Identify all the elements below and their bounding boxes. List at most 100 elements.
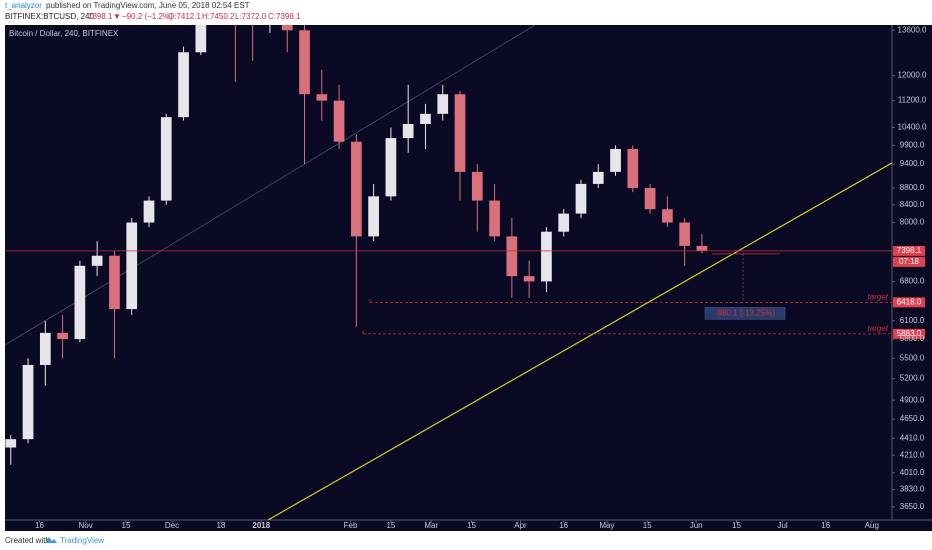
last-price-label: 7398.1 [897,246,922,255]
candle-body [368,196,379,237]
target-box [893,297,925,308]
candle-body [471,171,483,201]
candle-body [22,364,34,440]
candle-body [627,149,639,189]
x-tick-label: Feb [344,521,358,530]
price-axis [892,25,932,520]
arrow: ▼ [113,12,121,21]
candle-body [178,52,189,118]
target-label: 5883.0 [897,329,922,338]
author[interactable]: t_analyzor [5,1,42,10]
y-tick-label: 9400.0 [900,159,925,168]
y-tick-label: 11200.0 [898,96,927,105]
candle-body [506,236,518,277]
candle-body [109,255,120,310]
candle-body [454,94,466,172]
candle-body [333,100,345,142]
drawings [5,25,892,520]
candle-body [662,209,673,223]
x-tick-label: Jul [777,521,787,530]
x-tick-label: 2018 [252,521,270,530]
target-text: target [868,324,889,333]
y-tick-label: 5800.0 [900,334,925,343]
candle-body [160,117,172,201]
candle-body [575,183,587,214]
y-tick-label: 6800.0 [900,277,925,286]
y-tick-label: 4210.0 [900,450,925,459]
x-tick-label: 16 [821,521,830,530]
footer-brand[interactable]: TradingView [60,536,104,545]
y-tick-label: 4650.0 [900,414,925,423]
x-tick-label: 16 [559,521,568,530]
candle-body [91,255,103,266]
candle-body [402,124,414,139]
candle-body [299,30,310,95]
x-tick-label: Apr [514,521,527,530]
published: published on TradingView.com, June 05, 2… [46,1,250,10]
y-tick-label: 13600.0 [898,25,927,34]
target-text: target [868,292,889,301]
x-tick-label: Dec [165,521,179,530]
x-tick-label: 15 [643,521,652,530]
y-tick-label: 3830.0 [900,485,925,494]
chart-title: Bitcoin / Dollar, 240, BITFINEX [9,29,119,38]
candles [5,25,708,465]
measure-label: -980.1 (-13.25%) [715,308,775,317]
y-tick-label: 12000.0 [898,71,927,80]
low: L:7372.0 [235,12,267,21]
countdown: 07:18 [899,257,920,266]
target-box [893,328,925,339]
candle-body [281,25,293,31]
candle-body [420,113,431,125]
x-tick-label: 15 [122,521,131,530]
candle-body [437,94,449,114]
candle-body [126,222,138,310]
y-tick-label: 8800.0 [900,183,925,192]
high: H:7450.2 [202,12,235,21]
change: −90.2 (−1.2%) [122,12,173,21]
candle-body [558,213,570,232]
y-tick-label: 4900.0 [900,395,925,404]
target-label: 6418.0 [897,297,922,306]
candle-body [316,94,328,101]
x-tick-label: Mar [424,521,438,530]
x-tick-label: 18 [217,521,226,530]
candle-body [74,265,86,340]
measure-box [704,307,786,320]
candle-body [592,171,604,184]
x-tick-label: Aug [865,521,879,530]
y-tick-label: 4010.0 [900,468,925,477]
logo [45,537,57,543]
x-tick-label: May [599,521,614,530]
x-tick-label: Jun [690,521,703,530]
footer-created: Created with [5,536,50,545]
y-tick-label: 9900.0 [900,140,925,149]
candle-body [523,276,535,282]
candle-body [541,231,552,282]
channel-line [5,25,536,346]
y-tick-label: 8000.0 [900,218,925,227]
x-tick-label: 16 [35,521,44,530]
y-tick-label: 10400.0 [898,123,927,132]
candle-body [5,439,17,448]
y-tick-label: 8400.0 [900,200,925,209]
y-tick-label: 4410.0 [900,433,925,442]
y-tick-label: 5200.0 [900,374,925,383]
price: 7398.1 [88,12,113,21]
candle-body [679,222,691,246]
y-tick-label: 3650.0 [900,502,925,511]
symbol-row: BITFINEX:BTCUSD, 240 7398.1 ▼ −90.2 (−1.… [5,12,301,21]
last-price-box [893,245,925,256]
candle-body [644,188,656,210]
symbol: BITFINEX:BTCUSD, 240 [5,12,94,21]
candle-body [350,141,362,237]
candle-body [610,149,621,172]
trend-line [267,162,892,520]
x-tick-label: 15 [467,521,476,530]
y-tick-label: 5500.0 [900,353,925,362]
open: O:7412.1 [168,12,201,21]
candle-body [57,332,68,340]
candle-body [39,332,51,365]
x-tick-label: 15 [386,521,395,530]
